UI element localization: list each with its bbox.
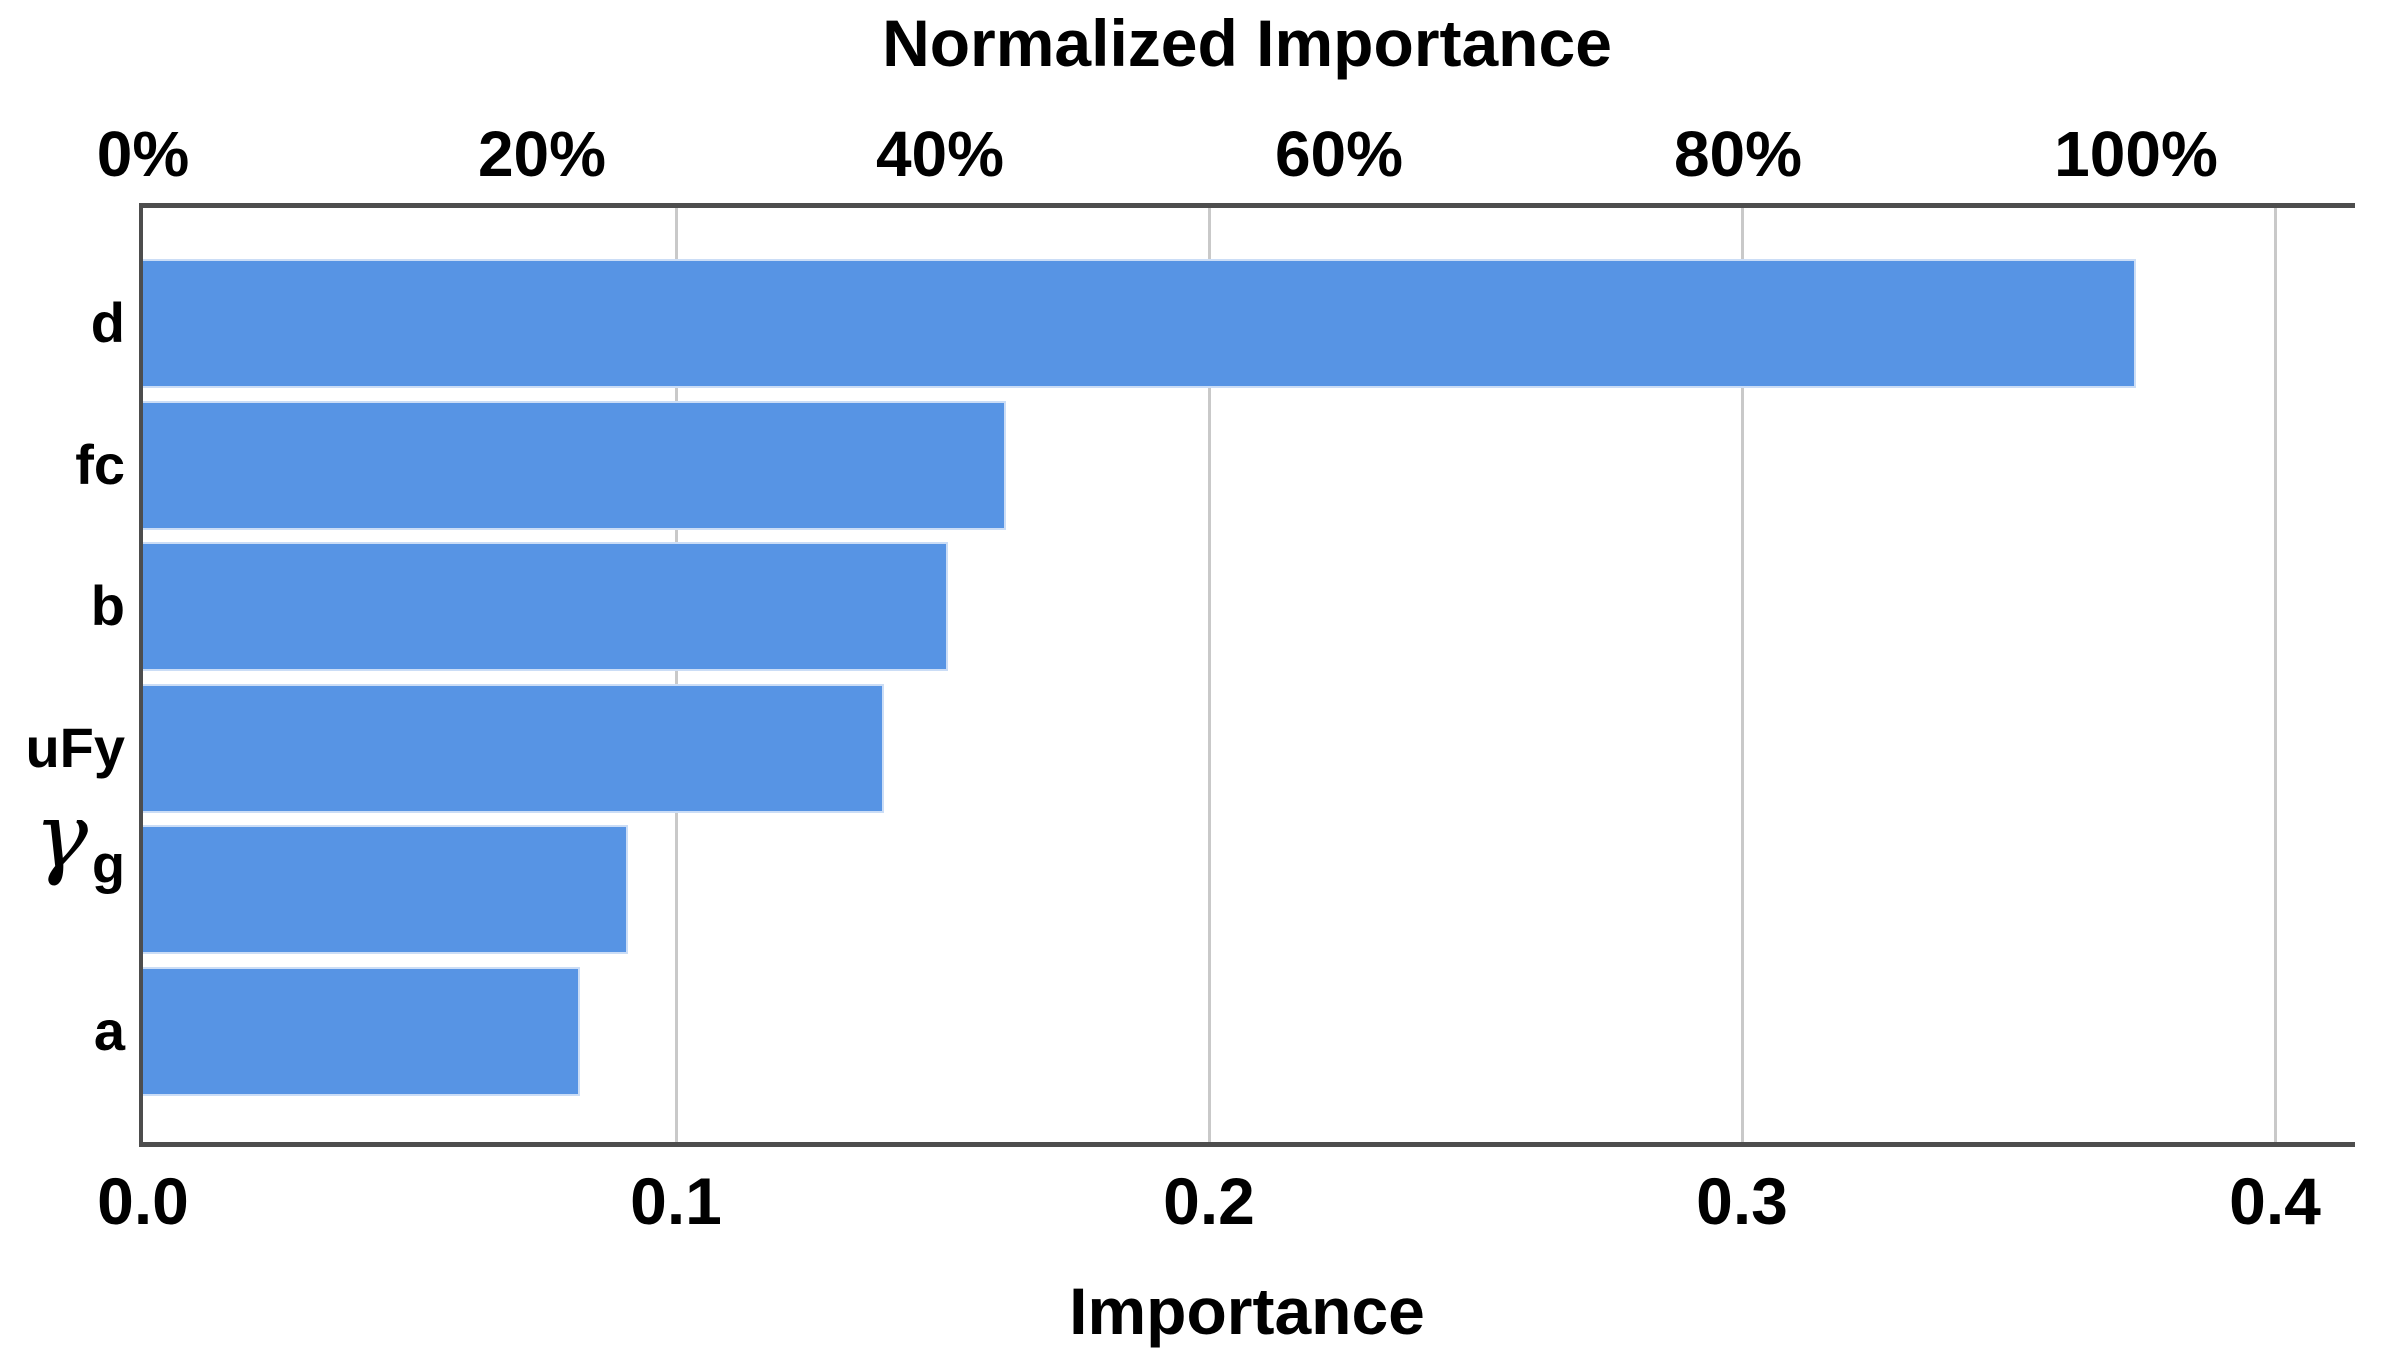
bar-ufy [143,684,884,813]
category-label-ufy: uFy [25,716,125,779]
gridline [675,208,678,1142]
top-tick-label: 60% [1274,118,1404,190]
category-label-b: b [90,574,125,637]
bar-a [143,967,580,1096]
category-label-fc: fc [75,433,125,496]
bar-gamma-g [143,825,628,954]
top-tick-label: 0% [96,118,190,190]
top-tick-label: 100% [2054,118,2218,190]
top-tick-label: 80% [1673,118,1803,190]
chart-title: Normalized Importance [882,6,1612,80]
bottom-tick-label: 0.2 [1163,1164,1255,1238]
bottom-tick-label: 0.0 [97,1164,189,1238]
bottom-tick-label: 0.1 [630,1164,722,1238]
gridline [1208,208,1211,1142]
bar-b [143,542,948,671]
bottom-tick-label: 0.4 [2229,1164,2321,1238]
top-tick-label: 40% [875,118,1005,190]
gamma-subscript: g [92,835,125,895]
top-tick-label: 20% [477,118,607,190]
category-label-a: a [93,999,125,1062]
gridline [1741,208,1744,1142]
category-label-d: d [90,291,125,354]
bar-fc [143,401,1006,530]
plot-area [139,203,2355,1147]
bottom-tick-label: 0.3 [1696,1164,1788,1238]
x-axis-label: Importance [1069,1274,1425,1348]
gamma-glyph: γ [34,784,88,889]
gridline [2274,208,2277,1142]
bar-d [143,259,2136,388]
